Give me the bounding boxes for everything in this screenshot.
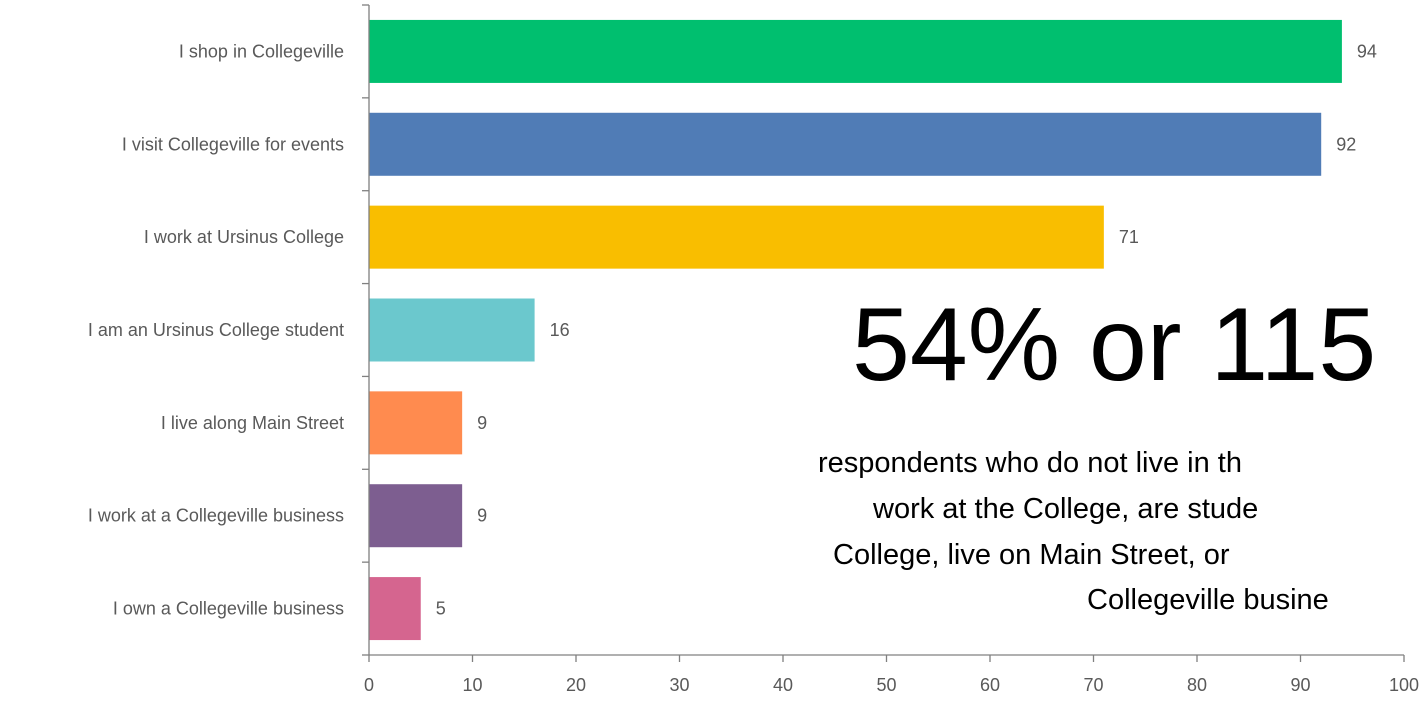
category-label: I work at Ursinus College: [144, 227, 344, 247]
axis-layer: I shop in Collegeville I visit Collegevil…: [88, 4, 1419, 695]
x-tick-label: 20: [566, 675, 586, 695]
x-tick-label: 50: [876, 675, 896, 695]
bar: [369, 577, 421, 641]
callout-line-4: Collegeville busine: [1087, 584, 1329, 616]
category-label: I own a Collegeville business: [113, 599, 344, 619]
x-tick-label: 10: [462, 675, 482, 695]
callout-line-3: College, live on Main Street, or: [833, 539, 1230, 571]
bar-value-label: 16: [550, 320, 570, 340]
x-tick-label: 100: [1389, 675, 1419, 695]
bar: [369, 391, 463, 455]
x-tick-label: 80: [1187, 675, 1207, 695]
category-label: I shop in Collegeville: [179, 41, 344, 61]
x-tick-label: 70: [1083, 675, 1103, 695]
bar-value-label: 71: [1119, 227, 1139, 247]
bar: [369, 298, 535, 362]
bar: [369, 205, 1104, 269]
x-tick-label: 0: [364, 675, 374, 695]
bar-value-label: 94: [1357, 41, 1377, 61]
x-tick-label: 30: [669, 675, 689, 695]
category-label: I visit Collegeville for events: [122, 134, 344, 154]
category-label: I work at a Collegeville business: [88, 506, 344, 526]
callout-headline: 54% or 115: [852, 287, 1376, 403]
bar-value-label: 9: [477, 413, 487, 433]
category-label: I am an Ursinus College student: [88, 320, 344, 340]
callout: 54% or 115 respondents who do not live i…: [818, 287, 1376, 616]
bar-value-label: 9: [477, 506, 487, 526]
callout-line-2: work at the College, are stude: [872, 493, 1258, 525]
bar: [369, 19, 1342, 83]
x-tick-label: 60: [980, 675, 1000, 695]
bar-value-label: 92: [1336, 134, 1356, 154]
category-label: I live along Main Street: [161, 413, 344, 433]
x-tick-label: 90: [1290, 675, 1310, 695]
bar: [369, 112, 1322, 176]
bar: [369, 484, 463, 548]
bars-layer: 94 92 71 16 9 9 5: [369, 19, 1377, 641]
callout-line-1: respondents who do not live in th: [818, 447, 1242, 479]
bar-value-label: 5: [436, 599, 446, 619]
x-tick-label: 40: [773, 675, 793, 695]
